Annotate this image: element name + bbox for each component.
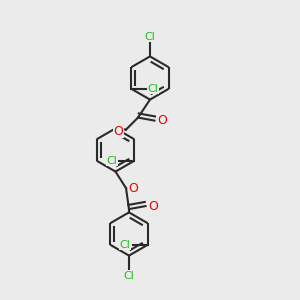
Text: O: O bbox=[157, 114, 167, 127]
Text: O: O bbox=[148, 200, 158, 213]
Text: Cl: Cl bbox=[106, 156, 117, 166]
Text: Cl: Cl bbox=[120, 240, 130, 250]
Text: Cl: Cl bbox=[145, 32, 155, 42]
Text: O: O bbox=[129, 182, 138, 195]
Text: Cl: Cl bbox=[148, 84, 158, 94]
Text: O: O bbox=[114, 124, 123, 138]
Text: Cl: Cl bbox=[124, 271, 134, 281]
